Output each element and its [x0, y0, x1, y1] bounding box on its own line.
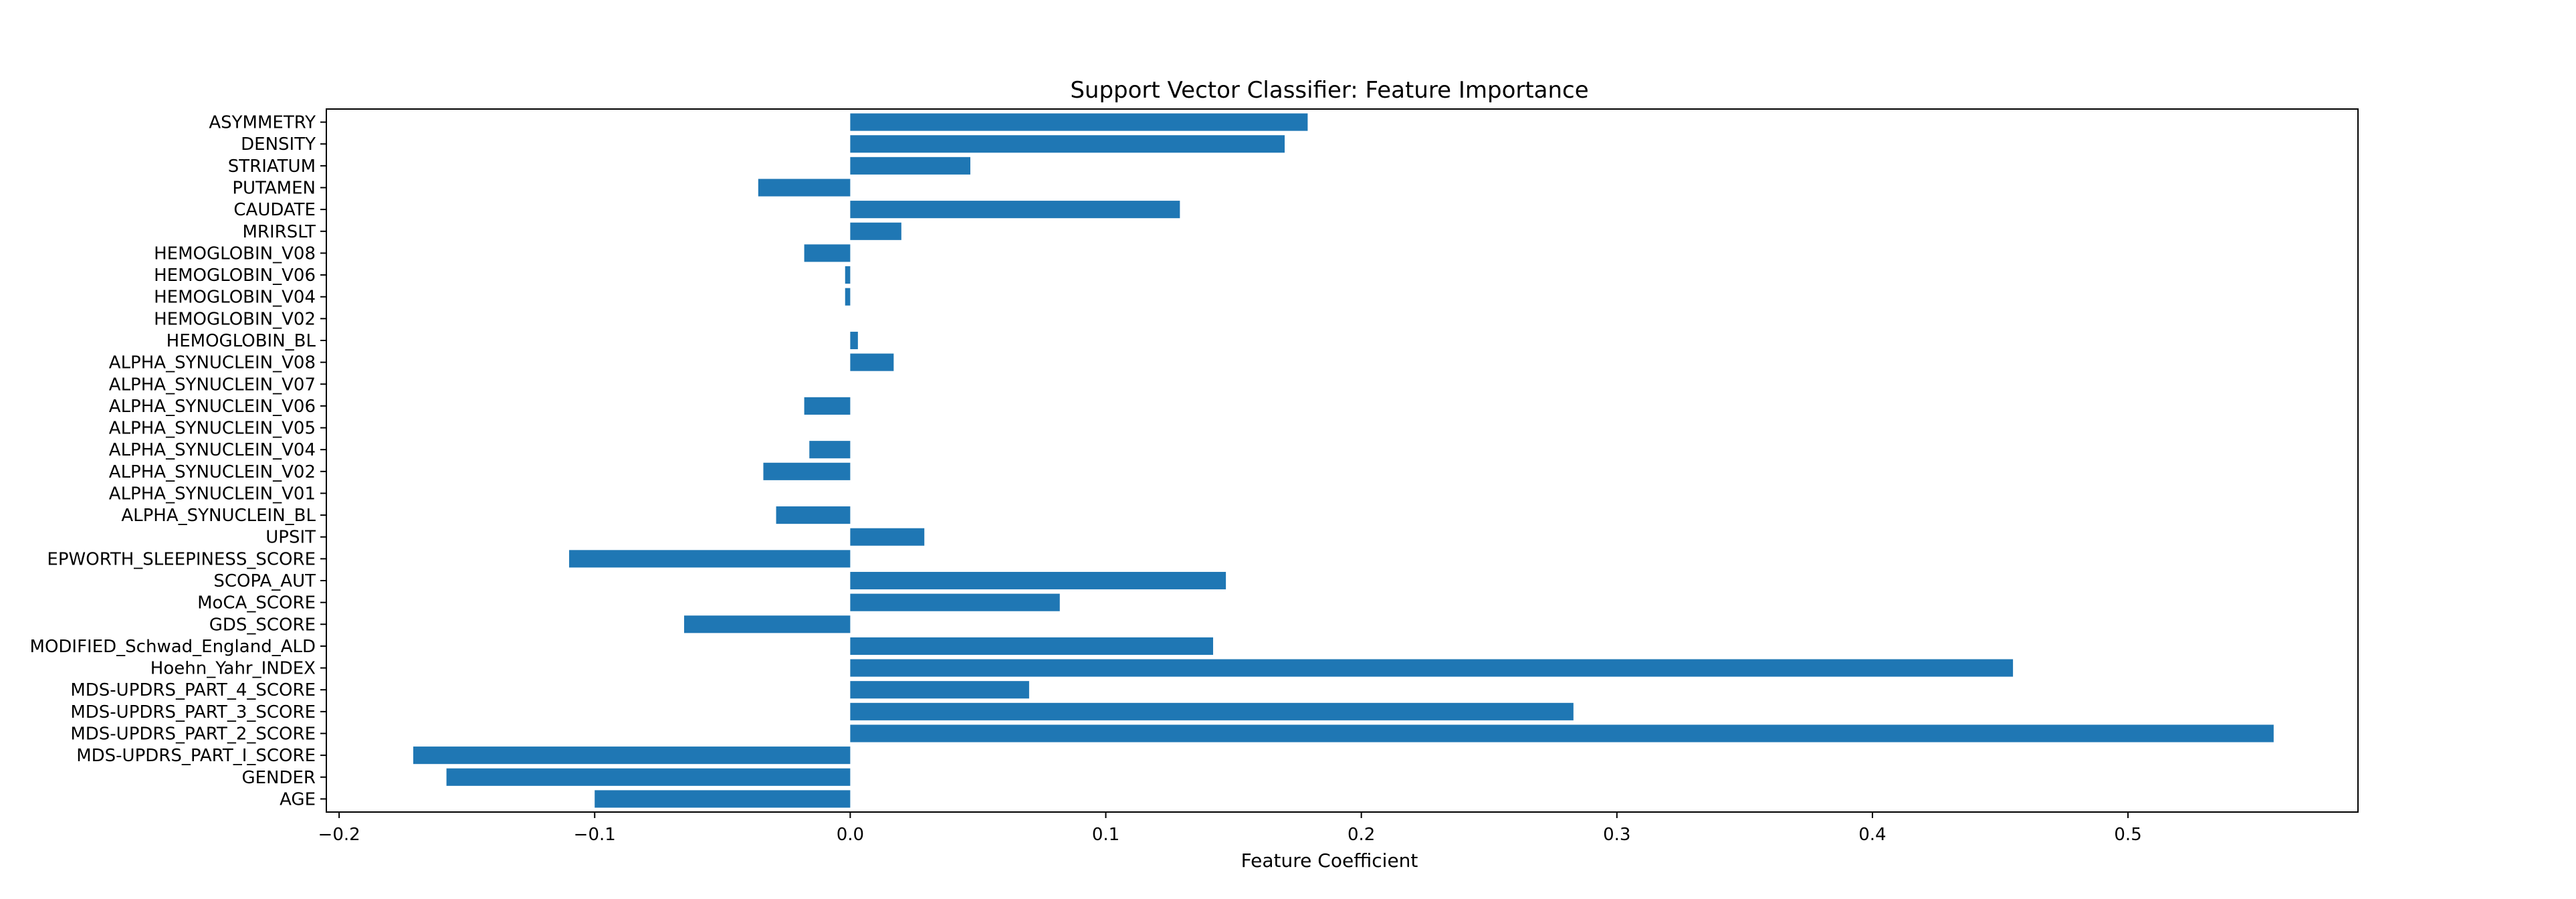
- y-tick-label: ALPHA_SYNUCLEIN_V06: [109, 397, 316, 417]
- y-tick-label: MRIRSLT: [242, 222, 316, 242]
- x-axis-ticks: −0.2 −0.1 0.0 0.1 0.2 0.3 0.4 0.5: [318, 812, 2142, 845]
- bar-mds-updrs-part-i-score: [413, 746, 851, 765]
- bar-epworth-sleepiness-score: [569, 550, 851, 568]
- y-tick-label: AGE: [280, 789, 316, 809]
- bar-alpha-synuclein-v06: [804, 397, 851, 415]
- bar-mds-updrs-part-2-score: [850, 724, 2274, 742]
- bar-hemoglobin-bl: [850, 331, 858, 350]
- y-tick-label: UPSIT: [265, 528, 316, 548]
- y-tick-label: PUTAMEN: [232, 179, 316, 199]
- y-tick-label: ASYMMETRY: [209, 113, 316, 133]
- x-tick-label: 0.2: [1348, 825, 1375, 845]
- x-tick-label: 0.5: [2114, 825, 2141, 845]
- bar-scopa-aut: [850, 571, 1226, 590]
- bar-alpha-synuclein-bl: [776, 506, 851, 524]
- y-tick-label: HEMOGLOBIN_V06: [154, 266, 316, 286]
- y-tick-label: MDS-UPDRS_PART_3_SCORE: [70, 702, 316, 722]
- bar-mds-updrs-part-4-score: [850, 681, 1029, 699]
- bar-caudate: [850, 201, 1180, 219]
- bar-gender: [446, 768, 851, 786]
- x-tick-label: 0.4: [1858, 825, 1886, 845]
- x-tick-label: 0.1: [1092, 825, 1119, 845]
- bar-hemoglobin-v08: [804, 244, 851, 262]
- y-tick-label: MoCA_SCORE: [197, 593, 316, 613]
- y-tick-label: MDS-UPDRS_PART_2_SCORE: [70, 724, 316, 744]
- y-tick-label: DENSITY: [241, 134, 316, 155]
- y-tick-label: ALPHA_SYNUCLEIN_V02: [109, 462, 316, 482]
- y-tick-label: HEMOGLOBIN_V08: [154, 243, 316, 264]
- bar-hoehn-yahr-index: [850, 659, 2014, 677]
- y-tick-label: SCOPA_AUT: [213, 571, 316, 591]
- y-tick-label: GDS_SCORE: [209, 615, 316, 635]
- bar-moca-score: [850, 593, 1060, 611]
- y-tick-label: ALPHA_SYNUCLEIN_V08: [109, 353, 316, 373]
- bar-striatum: [850, 157, 970, 175]
- x-axis-label: Feature Coefficient: [1241, 850, 1418, 872]
- bars-layer: [413, 113, 2274, 808]
- chart-title: Support Vector Classifier: Feature Impor…: [1070, 77, 1588, 104]
- y-tick-label: MODIFIED_Schwad_England_ALD: [30, 637, 316, 657]
- y-axis-ticks: AGEGENDERMDS-UPDRS_PART_I_SCOREMDS-UPDRS…: [30, 113, 326, 809]
- bar-mrirslt: [850, 222, 901, 240]
- x-tick-label: −0.2: [318, 825, 360, 845]
- y-tick-label: ALPHA_SYNUCLEIN_V01: [109, 484, 316, 504]
- bar-hemoglobin-v04: [845, 288, 851, 306]
- bar-age: [595, 790, 851, 808]
- y-tick-label: ALPHA_SYNUCLEIN_BL: [121, 506, 316, 526]
- bar-putamen: [758, 179, 851, 197]
- bar-density: [850, 135, 1285, 153]
- y-tick-label: Hoehn_Yahr_INDEX: [150, 659, 316, 679]
- bar-alpha-synuclein-v08: [850, 353, 894, 371]
- y-tick-label: MDS-UPDRS_PART_4_SCORE: [70, 680, 316, 700]
- plot-area-frame: [326, 108, 2359, 813]
- x-tick-label: 0.0: [837, 825, 864, 845]
- bar-alpha-synuclein-v04: [809, 441, 851, 459]
- y-tick-label: GENDER: [241, 768, 316, 788]
- bar-mds-updrs-part-3-score: [850, 702, 1574, 720]
- bar-alpha-synuclein-v02: [763, 462, 851, 480]
- bar-gds-score: [683, 615, 851, 633]
- y-tick-label: HEMOGLOBIN_BL: [167, 331, 316, 351]
- x-tick-label: −0.1: [574, 825, 616, 845]
- y-tick-label: CAUDATE: [233, 200, 316, 220]
- bar-upsit: [850, 528, 925, 546]
- bar-asymmetry: [850, 113, 1308, 131]
- y-tick-label: MDS-UPDRS_PART_I_SCORE: [76, 746, 316, 766]
- y-tick-label: ALPHA_SYNUCLEIN_V04: [109, 440, 316, 460]
- bar-modified-schwad-england-ald: [850, 637, 1214, 655]
- y-tick-label: HEMOGLOBIN_V04: [154, 288, 316, 308]
- y-tick-label: STRIATUM: [228, 157, 316, 177]
- y-tick-label: ALPHA_SYNUCLEIN_V07: [109, 375, 316, 395]
- y-tick-label: HEMOGLOBIN_V02: [154, 309, 316, 329]
- y-tick-label: EPWORTH_SLEEPINESS_SCORE: [47, 549, 316, 569]
- x-tick-label: 0.3: [1603, 825, 1630, 845]
- bar-hemoglobin-v06: [845, 266, 851, 284]
- y-tick-label: ALPHA_SYNUCLEIN_V05: [109, 419, 316, 439]
